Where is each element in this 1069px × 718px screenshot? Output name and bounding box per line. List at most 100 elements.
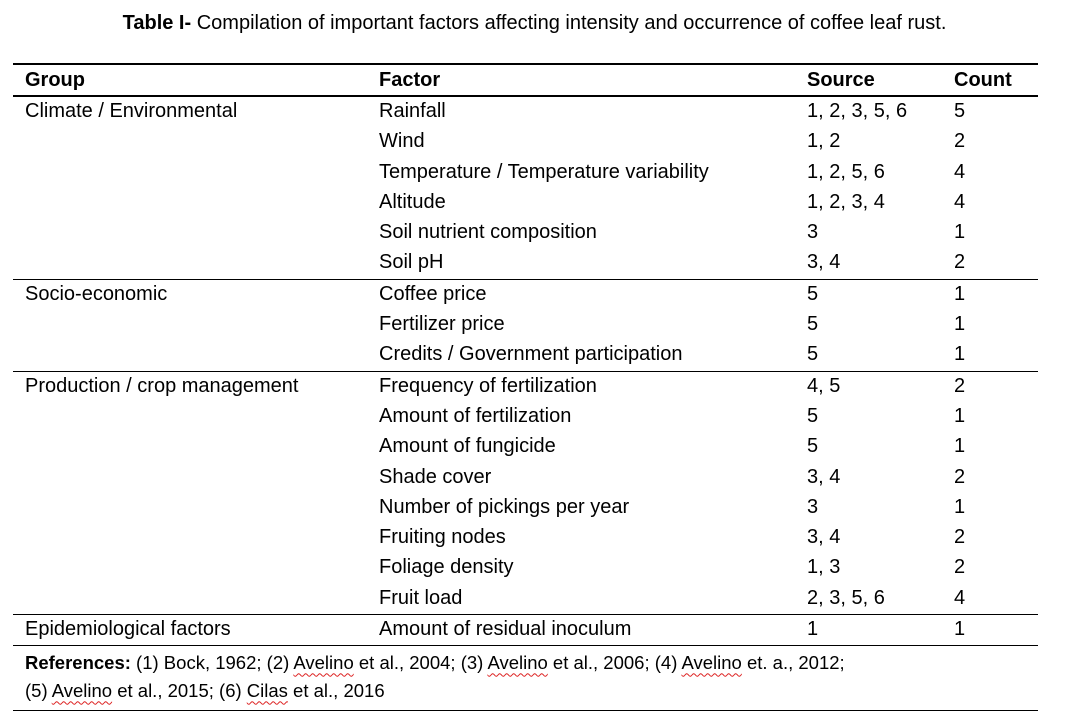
factor-cell: Amount of fertilization xyxy=(379,404,572,427)
source-cell: 5 xyxy=(807,404,819,427)
table-row: Soil pH 3, 4 2 xyxy=(13,248,1038,279)
source-cell: 1, 2, 3, 5, 6 xyxy=(807,100,908,122)
group-cell xyxy=(13,340,367,371)
group-cell: Socio-economic xyxy=(13,278,367,311)
reference-author-flagged: Avelino xyxy=(51,680,113,702)
table-row: Temperature / Temperature variability 1, … xyxy=(13,158,1038,188)
references-text: (1) Bock, 1962; (2) Avelino et al., 2004… xyxy=(25,652,845,701)
group-cell xyxy=(13,127,367,157)
table-row: Amount of fungicide 5 1 xyxy=(13,432,1038,462)
caption-label: Table I- xyxy=(122,12,192,34)
group-cell xyxy=(13,584,367,615)
group-cell xyxy=(13,188,367,218)
count-cell: 1 xyxy=(954,343,966,366)
table-row: Altitude 1, 2, 3, 4 4 xyxy=(13,188,1038,218)
group-cell xyxy=(13,523,367,553)
count-cell: 1 xyxy=(942,614,1038,647)
table-row: Credits / Government participation 5 1 xyxy=(13,340,1038,371)
count-cell: 2 xyxy=(954,130,966,153)
source-cell: 1, 3 xyxy=(807,556,841,579)
source-cell: 3, 4 xyxy=(807,251,841,274)
factor-cell: Fertilizer price xyxy=(379,313,505,336)
table-header: Group Factor Source Count xyxy=(13,63,1038,97)
reference-fragment: et al., 2004; (3) xyxy=(353,652,488,674)
reference-fragment: et al., 2015; (6) xyxy=(112,680,247,702)
group-cell xyxy=(13,432,367,462)
source-cell: 5 xyxy=(807,343,819,366)
factors-table: Group Factor Source Count Climate / Envi… xyxy=(13,63,1038,647)
group-cell: Epidemiological factors xyxy=(13,614,367,647)
factor-cell: Foliage density xyxy=(379,556,514,579)
factors-table-container: Group Factor Source Count Climate / Envi… xyxy=(13,63,1038,712)
header-group: Group xyxy=(13,63,367,97)
factor-cell: Fruit load xyxy=(379,586,463,609)
count-cell: 1 xyxy=(954,495,966,518)
count-cell: 1 xyxy=(954,404,966,427)
count-cell: 1 xyxy=(954,313,966,336)
factor-cell: Fruiting nodes xyxy=(379,526,506,549)
reference-fragment: et al., 2006; (4) xyxy=(547,652,682,674)
table-row: Foliage density 1, 3 2 xyxy=(13,553,1038,583)
factor-cell: Soil pH xyxy=(379,251,444,274)
source-cell: 3, 4 xyxy=(807,465,841,488)
factor-cell: Credits / Government participation xyxy=(379,343,683,366)
table-row: Fruit load 2, 3, 5, 6 4 xyxy=(13,584,1038,615)
group-cell xyxy=(13,463,367,493)
factor-cell: Coffee price xyxy=(367,278,795,311)
count-cell: 1 xyxy=(954,435,966,458)
table-caption: Table I- Compilation of important factor… xyxy=(0,10,1069,36)
source-cell: 2, 3, 5, 6 xyxy=(807,586,885,609)
table-row: Shade cover 3, 4 2 xyxy=(13,463,1038,493)
factor-cell: Number of pickings per year xyxy=(379,495,630,518)
source-cell: 3 xyxy=(807,221,819,244)
count-cell: 4 xyxy=(954,586,966,609)
factor-cell: Shade cover xyxy=(379,465,492,488)
table-row: Climate / Environmental Rainfall 1, 2, 3, … xyxy=(13,96,1038,127)
table-row: Fertilizer price 5 1 xyxy=(13,310,1038,340)
source-cell: 5 xyxy=(807,435,819,458)
source-cell: 3 xyxy=(807,495,819,518)
group-cell: Production / crop management xyxy=(13,370,367,402)
factor-cell: Amount of fungicide xyxy=(379,435,556,458)
source-cell: 1, 2 xyxy=(807,130,841,153)
header-count: Count xyxy=(942,63,1038,97)
count-cell: 2 xyxy=(954,556,966,579)
reference-fragment: et al., 2016 xyxy=(287,680,385,702)
group-cell xyxy=(13,402,367,432)
count-cell: 1 xyxy=(954,221,966,244)
source-cell: 1, 2, 3, 4 xyxy=(807,190,885,213)
count-cell: 5 xyxy=(954,100,966,122)
factor-cell: Temperature / Temperature variability xyxy=(379,160,709,183)
table-row: Number of pickings per year 3 1 xyxy=(13,493,1038,523)
group-cell xyxy=(13,493,367,523)
reference-fragment: et. a., 2012; xyxy=(741,652,845,674)
reference-author-flagged: Avelino xyxy=(681,652,742,674)
table-row: Soil nutrient composition 3 1 xyxy=(13,218,1038,248)
count-cell: 1 xyxy=(942,278,1038,311)
reference-author-flagged: Cilas xyxy=(246,680,288,702)
header-factor: Factor xyxy=(367,63,795,97)
table-row: Wind 1, 2 2 xyxy=(13,127,1038,157)
group-cell xyxy=(13,310,367,340)
count-cell: 2 xyxy=(954,526,966,549)
count-cell: 4 xyxy=(954,190,966,213)
factor-cell: Frequency of fertilization xyxy=(367,370,795,402)
table-row: Epidemiological factors Amount of residua… xyxy=(13,614,1038,647)
source-cell: 5 xyxy=(807,313,819,336)
references-label: References: xyxy=(25,652,131,674)
count-cell: 2 xyxy=(954,465,966,488)
group-cell: Climate / Environmental xyxy=(25,100,238,122)
source-cell: 1, 2, 5, 6 xyxy=(807,160,885,183)
reference-fragment: (5) xyxy=(25,680,52,702)
factor-cell: Soil nutrient composition xyxy=(379,221,597,244)
factor-cell: Wind xyxy=(379,130,425,153)
table-body: Climate / Environmental Rainfall 1, 2, 3, … xyxy=(13,96,1038,647)
source-cell: 5 xyxy=(795,278,942,311)
group-cell xyxy=(13,248,367,279)
count-cell: 4 xyxy=(954,160,966,183)
factor-cell: Rainfall xyxy=(379,100,446,122)
references-note: References: (1) Bock, 1962; (2) Avelino … xyxy=(13,646,1038,712)
reference-author-flagged: Avelino xyxy=(487,652,548,674)
group-cell xyxy=(13,158,367,188)
table-row: Fruiting nodes 3, 4 2 xyxy=(13,523,1038,553)
